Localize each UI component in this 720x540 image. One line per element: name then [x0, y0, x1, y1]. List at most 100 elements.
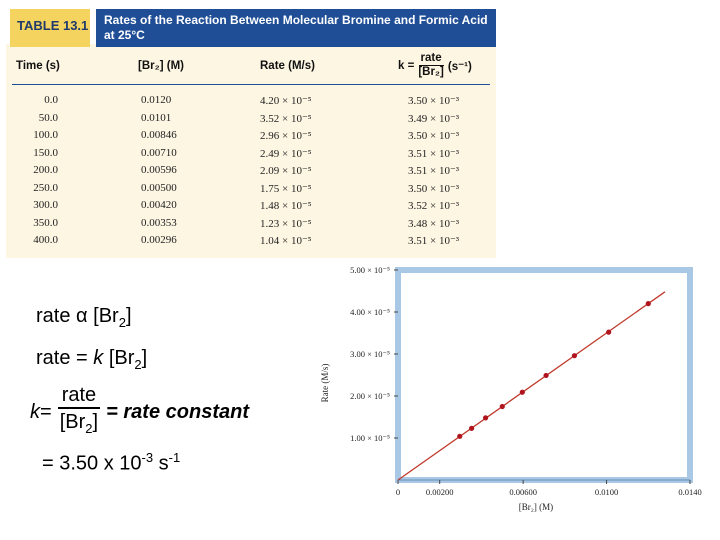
eq2-sub: 2 — [134, 357, 142, 372]
data-point — [519, 389, 525, 395]
cell-rate: 1.48 × 10⁻⁵ — [260, 200, 312, 212]
cell-k: 3.48 × 10⁻³ — [408, 217, 460, 230]
cell-br2: 0.00596 — [141, 164, 177, 176]
cell-k: 3.51 × 10⁻³ — [408, 165, 460, 177]
k-header-numerator: rate — [418, 52, 444, 66]
cell-time: 250.0 — [33, 181, 58, 194]
cell-k: 3.51 × 10⁻³ — [408, 235, 460, 247]
cell-k: 3.50 × 10⁻³ — [408, 130, 460, 142]
cell-time: 150.0 — [33, 146, 58, 159]
eq1-br: [Br — [87, 305, 119, 327]
eq2-k: k — [93, 347, 104, 369]
x-tick-label: 0.0140 — [678, 487, 701, 497]
eq4-text: = 3.50 x 10 — [42, 452, 142, 475]
cell-k: 3.52 × 10⁻³ — [408, 200, 460, 212]
eq2-close: ] — [141, 347, 148, 369]
cell-br2: 0.00710 — [141, 146, 177, 159]
cell-time: 50.0 — [38, 111, 58, 124]
table-row: 400.0 0.00296 1.04 × 10⁻⁵ 3.51 × 10⁻³ — [6, 234, 496, 252]
k-header-prefix: k = — [398, 59, 415, 72]
eq1-prefix: rate — [36, 305, 77, 327]
eq3-eq: = — [40, 401, 52, 423]
table-number: TABLE 13.1 — [17, 18, 89, 33]
x-tick-label: 0.00600 — [509, 487, 537, 497]
eq4-unit-exp: -1 — [168, 450, 181, 465]
table-title: Rates of the Reaction Between Molecular … — [104, 13, 488, 42]
eq3-tail: = rate constant — [106, 401, 249, 423]
eq3-den-br: [Br — [59, 411, 86, 433]
x-tick-label: 0.00200 — [426, 487, 454, 497]
table-row: 350.0 0.00353 1.23 × 10⁻⁵ 3.48 × 10⁻³ — [6, 217, 496, 235]
y-tick-label: 4.00 × 10⁻⁵ — [350, 307, 390, 317]
cell-br2: 0.00353 — [141, 216, 177, 229]
eq2-prefix: rate = — [36, 347, 94, 369]
cell-time: 350.0 — [33, 216, 58, 229]
eq3-k: k — [30, 401, 40, 423]
eq4-exp: -3 — [141, 450, 154, 465]
table-row: 0.0 0.0120 4.20 × 10⁻⁵ 3.50 × 10⁻³ — [6, 94, 496, 112]
cell-time: 0.0 — [44, 94, 58, 106]
eq2-br: [Br — [103, 347, 135, 369]
column-header-k: k = rate [Br₂] (s⁻¹) — [398, 52, 472, 79]
eq1-sub: 2 — [118, 315, 126, 330]
table-row: 100.0 0.00846 2.96 × 10⁻⁵ 3.50 × 10⁻³ — [6, 129, 496, 147]
eq3-fraction: rate [Br2] — [57, 383, 101, 442]
cell-br2: 0.00296 — [141, 234, 177, 246]
cell-br2: 0.0120 — [141, 94, 172, 106]
k-header-denominator: [Br₂] — [418, 66, 444, 78]
rate-constant-equation: k = rate [Br2] = rate constant — [30, 383, 249, 442]
table-row: 50.0 0.0101 3.52 × 10⁻⁵ 3.49 × 10⁻³ — [6, 112, 496, 130]
x-tick-label: 0 — [396, 487, 400, 497]
data-point — [499, 403, 505, 410]
eq3-den-sub: 2 — [85, 421, 93, 436]
cell-rate: 2.96 × 10⁻⁵ — [260, 130, 312, 142]
cell-rate: 1.75 × 10⁻⁵ — [260, 182, 312, 195]
k-header-fraction: rate [Br₂] — [418, 52, 444, 79]
data-point — [543, 372, 549, 379]
data-point — [457, 433, 463, 439]
cell-rate: 3.52 × 10⁻⁵ — [260, 112, 312, 125]
table-row: 250.0 0.00500 1.75 × 10⁻⁵ 3.50 × 10⁻³ — [6, 182, 496, 200]
table-row: 300.0 0.00420 1.48 × 10⁻⁵ 3.52 × 10⁻³ — [6, 199, 496, 217]
proportionality-equation: rate α [Br2] — [36, 305, 132, 330]
rate-table: TABLE 13.1 Rates of the Reaction Between… — [6, 6, 496, 258]
eq3-den-close: ] — [92, 411, 99, 433]
cell-time: 200.0 — [33, 164, 58, 176]
table-title-box: Rates of the Reaction Between Molecular … — [96, 9, 496, 47]
cell-br2: 0.00500 — [141, 181, 177, 194]
cell-rate: 4.20 × 10⁻⁵ — [260, 95, 312, 107]
column-header-br2: [Br₂] (M) — [138, 60, 184, 72]
cell-rate: 2.09 × 10⁻⁵ — [260, 165, 312, 177]
y-tick-label: 3.00 × 10⁻⁵ — [350, 349, 390, 359]
column-header-rate: Rate (M/s) — [260, 60, 315, 72]
y-tick-label: 5.00 × 10⁻⁵ — [350, 266, 390, 275]
rate-law-equation: rate = k [Br2] — [36, 347, 147, 372]
cell-time: 400.0 — [33, 234, 58, 246]
data-point — [571, 353, 578, 359]
proportional-symbol: α — [76, 305, 88, 327]
table-header: TABLE 13.1 Rates of the Reaction Between… — [6, 6, 496, 47]
y-tick-label: 1.00 × 10⁻⁵ — [350, 433, 390, 443]
cell-rate: 1.04 × 10⁻⁵ — [260, 235, 312, 247]
data-point — [469, 425, 475, 431]
header-divider — [12, 84, 490, 85]
data-point — [645, 301, 651, 307]
cell-br2: 0.0101 — [141, 111, 172, 124]
cell-k: 3.50 × 10⁻³ — [408, 95, 460, 107]
eq3-numerator: rate — [57, 383, 101, 409]
table-row: 150.0 0.00710 2.49 × 10⁻⁵ 3.51 × 10⁻³ — [6, 147, 496, 165]
eq4-unit: s — [153, 452, 169, 475]
rate-vs-concentration-chart: 1.00 × 10⁻⁵ 2.00 × 10⁻⁵ 3.00 × 10⁻⁵ 4.00 × … — [320, 266, 702, 512]
data-point — [483, 415, 489, 421]
cell-k: 3.51 × 10⁻³ — [408, 147, 460, 160]
cell-time: 100.0 — [33, 129, 58, 141]
cell-br2: 0.00846 — [141, 129, 177, 141]
cell-k: 3.49 × 10⁻³ — [408, 112, 460, 125]
table-number-tag: TABLE 13.1 — [10, 9, 90, 47]
rate-constant-value: = 3.50 x 10-3 s-1 — [42, 450, 180, 476]
x-axis-label: [Br₂] (M) — [519, 502, 553, 512]
data-point — [606, 329, 612, 335]
cell-time: 300.0 — [33, 199, 58, 211]
fit-line — [397, 291, 666, 481]
table-row: 200.0 0.00596 2.09 × 10⁻⁵ 3.51 × 10⁻³ — [6, 164, 496, 182]
